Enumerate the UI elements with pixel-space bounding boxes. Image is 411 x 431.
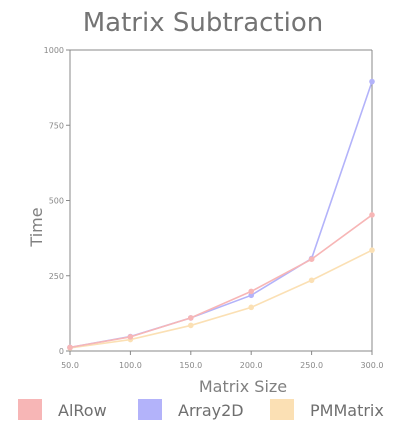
y-tick-label: 250 bbox=[49, 272, 64, 281]
data-point-alrow bbox=[188, 315, 194, 321]
legend-swatch-array2d bbox=[138, 399, 162, 420]
data-point-alrow bbox=[369, 212, 375, 218]
y-axis-title: Time bbox=[27, 207, 46, 247]
series-group bbox=[67, 78, 375, 351]
x-tick-label: 100.0 bbox=[119, 361, 142, 370]
y-tick-label: 1000 bbox=[44, 46, 64, 55]
data-point-array2d bbox=[248, 292, 254, 299]
legend-label-alrow: AlRow bbox=[58, 401, 107, 420]
data-point-pmmatrix bbox=[308, 277, 315, 284]
legend: AlRow Array2D PMMatrix bbox=[18, 399, 384, 420]
y-axis-ticks: 0 250 500 750 1000 bbox=[44, 46, 70, 356]
chart-title: Matrix Subtraction bbox=[83, 8, 324, 38]
data-point-array2d bbox=[369, 78, 375, 85]
data-point-pmmatrix bbox=[188, 322, 194, 329]
data-point-pmmatrix bbox=[248, 304, 254, 311]
x-tick-label: 50.0 bbox=[61, 361, 79, 370]
legend-item-alrow: AlRow bbox=[18, 399, 107, 420]
data-point-alrow bbox=[248, 288, 254, 295]
legend-swatch-alrow bbox=[18, 399, 42, 420]
legend-label-array2d: Array2D bbox=[178, 401, 244, 420]
series-line-alrow bbox=[69, 214, 373, 349]
series-line-pmmatrix bbox=[69, 249, 373, 349]
legend-label-pmmatrix: PMMatrix bbox=[310, 401, 384, 420]
x-axis-title: Matrix Size bbox=[199, 377, 287, 396]
legend-item-pmmatrix: PMMatrix bbox=[270, 399, 384, 420]
x-tick-label: 150.0 bbox=[179, 361, 202, 370]
data-point-alrow bbox=[67, 344, 73, 351]
y-tick-label: 0 bbox=[59, 347, 64, 356]
x-tick-label: 300.0 bbox=[361, 361, 384, 370]
y-tick-label: 500 bbox=[49, 197, 64, 206]
y-tick-label: 750 bbox=[49, 121, 64, 130]
x-tick-label: 200.0 bbox=[240, 361, 263, 370]
x-axis-ticks: 50.0 100.0 150.0 200.0 250.0 300.0 bbox=[61, 351, 383, 370]
x-tick-label: 250.0 bbox=[300, 361, 323, 370]
plot-area: 0 250 500 750 1000 50.0 100.0 150.0 200.0 250.0 3… bbox=[44, 46, 384, 370]
data-point-alrow bbox=[127, 334, 134, 340]
legend-swatch-pmmatrix bbox=[270, 399, 294, 420]
legend-item-array2d: Array2D bbox=[138, 399, 244, 420]
series-line-array2d bbox=[69, 81, 373, 349]
data-point-alrow bbox=[308, 256, 315, 262]
data-point-pmmatrix bbox=[369, 247, 375, 253]
